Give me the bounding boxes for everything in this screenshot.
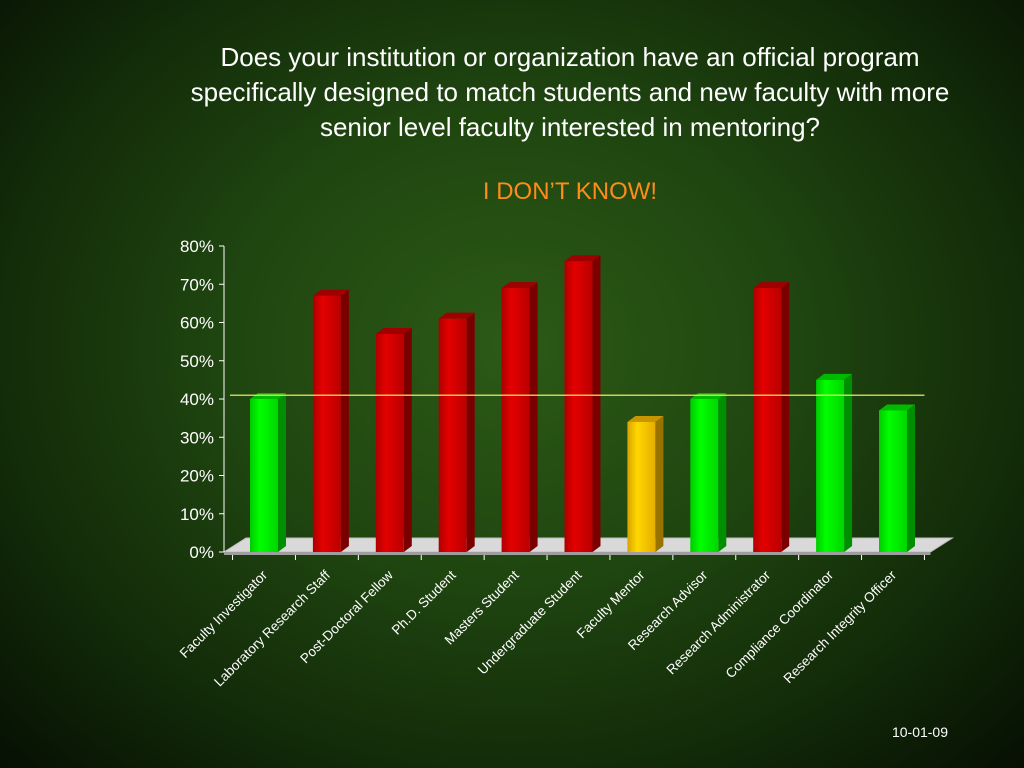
bar-side bbox=[340, 289, 349, 552]
bar-top bbox=[690, 393, 727, 399]
chart-title: Does your institution or organization ha… bbox=[190, 42, 950, 142]
bar-side bbox=[907, 404, 915, 552]
bar bbox=[879, 410, 907, 552]
bar-side bbox=[718, 393, 727, 552]
y-tick-label: 0% bbox=[189, 543, 214, 562]
bar bbox=[438, 318, 467, 552]
bar-side bbox=[278, 393, 286, 552]
bar-top bbox=[816, 373, 853, 380]
bar-top bbox=[501, 282, 538, 289]
y-tick-label: 50% bbox=[180, 352, 214, 371]
y-tick-label: 60% bbox=[180, 314, 214, 333]
bar bbox=[690, 399, 719, 552]
x-tick-label: Research Integrity Officer bbox=[780, 567, 899, 686]
x-tick-label: Ph.D. Student bbox=[389, 567, 459, 637]
bar-top bbox=[250, 393, 286, 399]
x-tick-label: Compliance Coordinator bbox=[723, 567, 837, 681]
bar bbox=[501, 288, 530, 552]
bar-top bbox=[564, 255, 601, 262]
bar-top bbox=[375, 327, 412, 334]
bar-side bbox=[403, 327, 412, 552]
bar bbox=[312, 295, 341, 552]
bar-side bbox=[466, 312, 475, 552]
slide-date: 10-01-09 bbox=[891, 724, 948, 740]
bar bbox=[627, 421, 656, 552]
bar-top bbox=[312, 289, 349, 296]
bar bbox=[564, 261, 593, 552]
bar bbox=[250, 399, 278, 552]
bar bbox=[753, 288, 782, 552]
y-tick-label: 70% bbox=[180, 275, 214, 294]
bar-side bbox=[655, 415, 664, 552]
y-tick-label: 40% bbox=[180, 390, 214, 409]
chart-subtitle: I DON’T KNOW! bbox=[482, 178, 658, 205]
bar-side bbox=[781, 282, 790, 552]
bar-side bbox=[529, 282, 538, 552]
bar-top bbox=[627, 415, 664, 422]
y-tick-label: 80% bbox=[180, 237, 214, 256]
bar-side bbox=[592, 255, 601, 553]
bar-top bbox=[879, 404, 915, 411]
bar bbox=[375, 333, 404, 552]
bar bbox=[816, 379, 845, 552]
x-tick-label: Laboratory Research Staff bbox=[211, 567, 333, 689]
x-tick-label: Undergraduate Student bbox=[475, 567, 585, 677]
chart-floor-edge bbox=[224, 552, 931, 555]
bar-top bbox=[753, 282, 790, 289]
bar-top bbox=[438, 312, 475, 319]
y-tick-label: 10% bbox=[180, 505, 214, 524]
x-tick-label: Research Administrator bbox=[663, 567, 773, 677]
y-tick-label: 20% bbox=[180, 467, 214, 486]
bar-side bbox=[844, 373, 853, 552]
y-tick-label: 30% bbox=[180, 428, 214, 447]
